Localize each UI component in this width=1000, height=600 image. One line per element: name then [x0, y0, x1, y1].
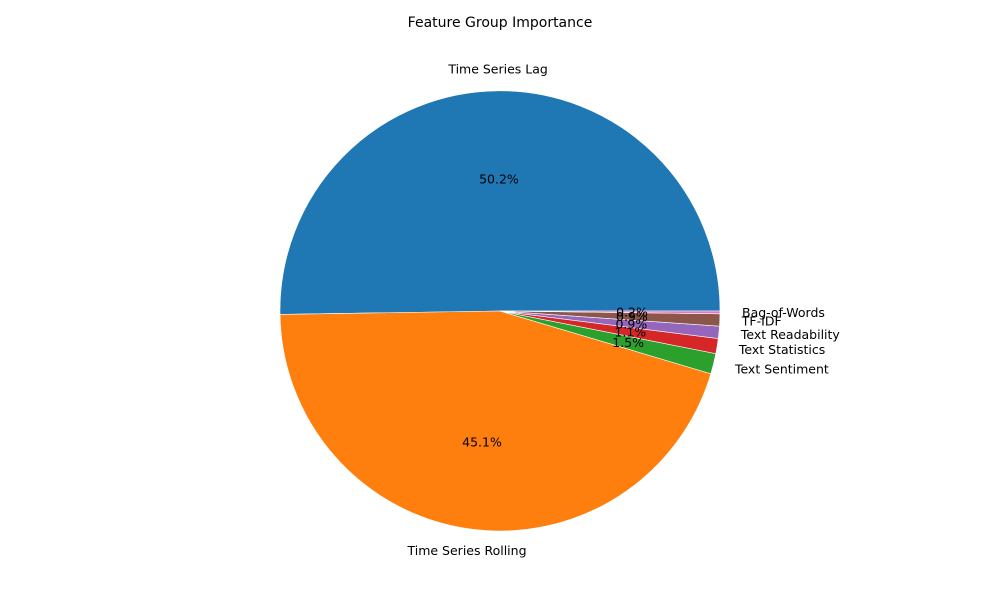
slice-label: Text Readability — [740, 327, 841, 342]
slice-percentage: 1.5% — [612, 335, 644, 350]
slice-labels: Time Series Lag Time Series Rolling Text S… — [406, 62, 840, 559]
slice-label: Time Series Lag — [447, 62, 548, 77]
chart-title: Feature Group Importance — [408, 15, 593, 31]
slice-label: TF-IDF — [741, 313, 782, 328]
pie-slices — [279, 90, 721, 532]
slice-label: Text Statistics — [738, 342, 825, 357]
slice-percentage: 45.1% — [462, 434, 502, 449]
pie-slice-bag-of-words — [499, 310, 721, 315]
slice-label: Time Series Rolling — [406, 543, 526, 558]
slice-percentages: 50.2% 45.1% 1.5%1.1%0.9%0.9%0.2% — [462, 172, 648, 450]
slice-percentage: 0.2% — [616, 304, 648, 319]
slice-percentage: 1.1% — [614, 325, 646, 340]
pie-slice-time-series-lag — [279, 90, 721, 315]
slice-percentage: 0.9% — [616, 309, 648, 324]
slice-label: Text Sentiment — [734, 362, 829, 377]
slice-percentage: 0.9% — [615, 316, 647, 331]
slice-label: Bag-of-Words — [742, 305, 825, 320]
pie-slice-time-series-rolling — [279, 310, 712, 532]
slice-percentage: 50.2% — [479, 172, 519, 187]
